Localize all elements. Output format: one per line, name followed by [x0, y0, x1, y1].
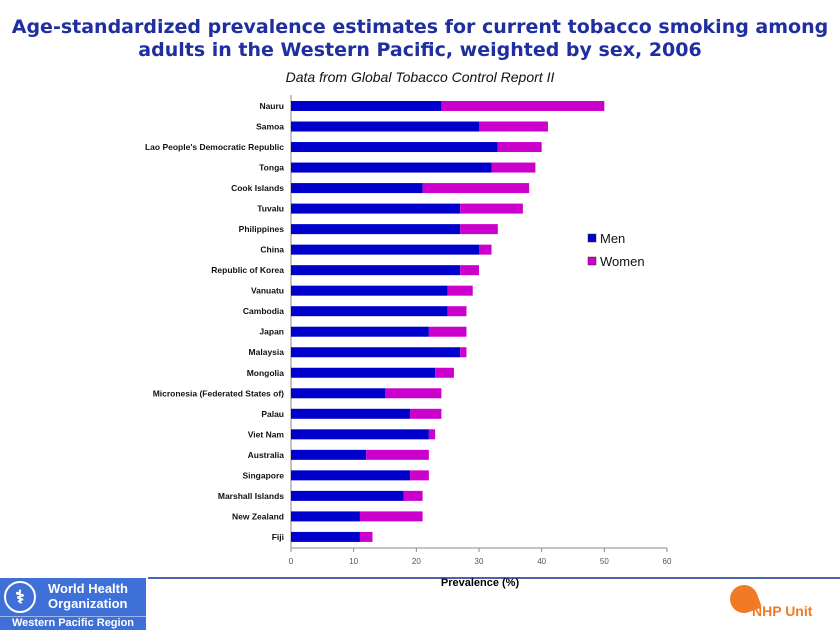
nhp-unit-label: NHP Unit [752, 603, 813, 619]
bar-women [460, 347, 467, 358]
bar-men [291, 265, 461, 276]
bar-women [359, 511, 423, 522]
bar-men [291, 183, 423, 194]
category-label: Tuvalu [257, 204, 284, 214]
footer-divider [148, 577, 840, 579]
category-label: Marshall Islands [218, 491, 284, 501]
bar-women [460, 224, 498, 235]
bar-men [291, 224, 461, 235]
bar-men [291, 101, 442, 111]
bar-men [291, 511, 360, 522]
bar-women [460, 265, 479, 276]
legend-swatch-men [587, 233, 597, 243]
category-label: Fiji [272, 532, 284, 542]
bar-women [479, 244, 492, 255]
bar-men [291, 326, 429, 337]
who-name: World Health Organization [48, 581, 128, 611]
bar-men [291, 306, 448, 317]
category-label: Vanuatu [251, 286, 284, 296]
bar-women [428, 326, 467, 337]
x-tick-label: 60 [663, 557, 672, 566]
chart-title: Age-standardized prevalence estimates fo… [11, 16, 829, 61]
category-label: Cook Islands [231, 183, 284, 193]
category-label: Singapore [242, 470, 284, 480]
bar-women [422, 183, 530, 194]
x-tick-label: 20 [412, 557, 421, 566]
x-tick-label: 0 [289, 557, 294, 566]
x-tick-label: 30 [475, 557, 484, 566]
bar-men [291, 367, 436, 378]
bar-men [291, 470, 411, 481]
bar-women [403, 490, 423, 501]
bar-women [447, 285, 473, 296]
bar-men [291, 121, 479, 132]
x-tick-label: 50 [600, 557, 609, 566]
category-label: Nauru [259, 101, 284, 111]
category-label: China [260, 245, 284, 255]
bar-women [410, 408, 442, 419]
category-label: Mongolia [247, 368, 285, 378]
bar-women [441, 101, 605, 111]
category-label: Philippines [239, 224, 285, 234]
category-label: New Zealand [232, 511, 284, 521]
bar-women [447, 306, 467, 317]
category-label: Tonga [259, 163, 284, 173]
bar-men [291, 285, 448, 296]
category-label: Japan [259, 327, 284, 337]
bar-women [460, 203, 523, 214]
who-emblem-icon: ⚕ [4, 581, 36, 613]
chart-subtitle: Data from Global Tobacco Control Report … [285, 69, 555, 85]
who-name-line2: Organization [48, 596, 128, 611]
bar-men [291, 162, 492, 173]
x-tick-label: 10 [349, 557, 358, 566]
who-name-line1: World Health [48, 581, 128, 596]
bar-men [291, 388, 385, 399]
bar-women [385, 388, 442, 399]
who-region: Western Pacific Region [0, 616, 146, 629]
x-tick-label: 40 [537, 557, 546, 566]
bar-men [291, 142, 498, 153]
bar-men [291, 408, 411, 419]
bar-men [291, 203, 461, 214]
legend-label-women: Women [600, 254, 645, 269]
legend-swatch-women [587, 256, 597, 266]
bar-women [410, 470, 429, 481]
category-label: Micronesia (Federated States of) [153, 388, 284, 398]
bar-women [359, 531, 373, 542]
bar-men [291, 429, 429, 440]
category-label: Viet Nam [248, 429, 285, 439]
bar-men [291, 449, 367, 460]
x-axis-label: Prevalence (%) [440, 577, 520, 589]
bar-women [428, 429, 436, 440]
bar-women [435, 367, 454, 378]
bar-women [366, 449, 429, 460]
category-label: Cambodia [243, 306, 284, 316]
category-label: Samoa [256, 122, 284, 132]
bar-women [491, 162, 536, 173]
bar-men [291, 490, 404, 501]
bar-women [497, 142, 542, 153]
who-logo: ⚕ World Health Organization Western Pacif… [0, 578, 146, 630]
category-label: Lao People's Democratic Republic [145, 142, 284, 152]
nhp-unit-logo: NHP Unit [722, 581, 832, 625]
category-label: Malaysia [249, 347, 285, 357]
bar-men [291, 531, 360, 542]
bar-men [291, 347, 461, 358]
bar-men [291, 244, 479, 255]
category-label: Republic of Korea [211, 265, 284, 275]
legend-label-men: Men [600, 231, 625, 246]
category-label: Palau [261, 409, 284, 419]
category-label: Australia [248, 450, 285, 460]
bar-women [479, 121, 548, 132]
